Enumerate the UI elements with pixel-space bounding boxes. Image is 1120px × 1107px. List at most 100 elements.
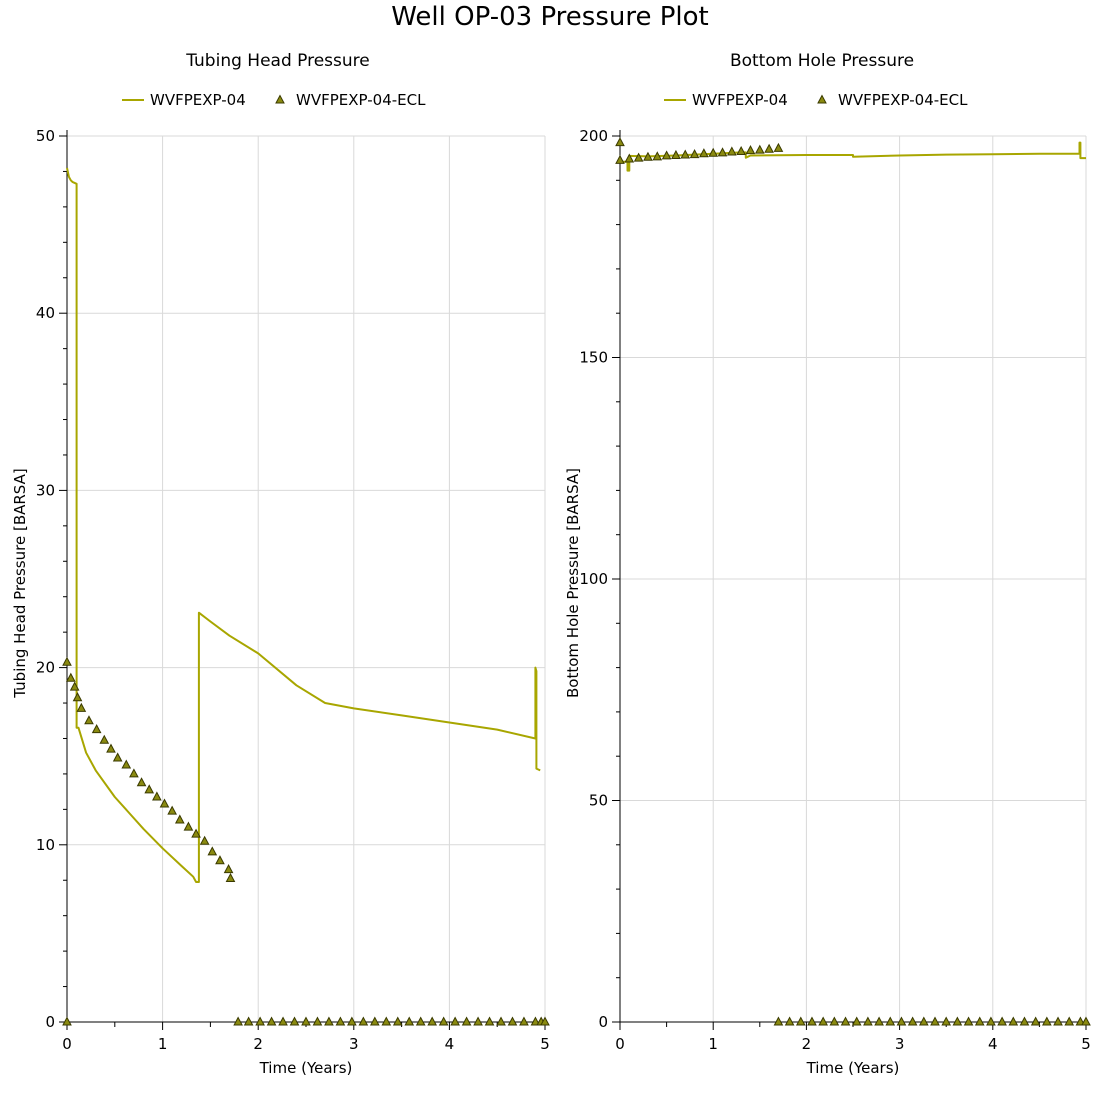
series-marker-wvfpexp-04-ecl — [633, 152, 644, 162]
series-marker-wvfpexp-04-ecl — [404, 1016, 415, 1026]
series-marker-wvfpexp-04-ecl — [496, 1016, 506, 1026]
series-marker-wvfpexp-04-ecl — [215, 855, 225, 865]
series-marker-wvfpexp-04-ecl — [974, 1016, 985, 1026]
series-marker-wvfpexp-04-ecl — [392, 1016, 403, 1026]
series-marker-wvfpexp-04-ecl — [680, 149, 691, 159]
y-tick-label: 40 — [36, 304, 55, 322]
series-marker-wvfpexp-04-ecl — [301, 1016, 311, 1026]
y-tick-label: 0 — [45, 1013, 55, 1031]
series-marker-wvfpexp-04-ecl — [1064, 1016, 1075, 1026]
series-marker-wvfpexp-04-ecl — [941, 1016, 952, 1026]
series-marker-wvfpexp-04-ecl — [1075, 1016, 1086, 1026]
x-tick-label: 4 — [445, 1035, 455, 1053]
panel-title: Bottom Hole Pressure — [730, 51, 914, 71]
y-tick-label: 30 — [36, 481, 55, 499]
series-marker-wvfpexp-04-ecl — [773, 1016, 784, 1026]
series-marker-wvfpexp-04-ecl — [1042, 1016, 1052, 1026]
y-tick-label: 10 — [36, 836, 55, 854]
panel-tubing-head-pressure: Tubing Head Pressure WVFPEXP-04 WVFPEXP-04… — [11, 51, 550, 1077]
series-marker-wvfpexp-04-ecl — [671, 149, 681, 159]
series-marker-wvfpexp-04-ecl — [167, 805, 177, 815]
series-marker-wvfpexp-04-ecl — [233, 1016, 243, 1026]
x-tick-label: 3 — [895, 1035, 905, 1053]
series-marker-wvfpexp-04-ecl — [62, 1016, 72, 1026]
series-marker-wvfpexp-04-ecl — [369, 1016, 380, 1026]
series-marker-wvfpexp-04-ecl — [764, 143, 774, 153]
y-tick-label: 50 — [589, 792, 608, 810]
series-marker-wvfpexp-04-ecl — [112, 752, 123, 762]
legend-label: WVFPEXP-04 — [692, 91, 788, 109]
series-marker-wvfpexp-04-ecl — [152, 791, 162, 801]
series-marker-wvfpexp-04-ecl — [519, 1016, 529, 1026]
series-marker-wvfpexp-04-ecl — [1081, 1016, 1091, 1026]
legend-label: WVFPEXP-04 — [150, 91, 246, 109]
series-marker-wvfpexp-04-ecl — [736, 145, 746, 156]
series-marker-wvfpexp-04-ecl — [289, 1016, 300, 1026]
series-marker-wvfpexp-04-ecl — [643, 151, 653, 161]
series-marker-wvfpexp-04-ecl — [851, 1016, 862, 1026]
series-marker-wvfpexp-04-ecl — [335, 1016, 346, 1026]
series-marker-wvfpexp-04-ecl — [1053, 1016, 1063, 1026]
series-marker-wvfpexp-04-ecl — [708, 147, 719, 157]
series-marker-wvfpexp-04-ecl — [727, 146, 737, 156]
series-marker-wvfpexp-04-ecl — [652, 151, 663, 161]
series-marker-wvfpexp-04-ecl — [963, 1016, 974, 1026]
series-line-wvfpexp-04 — [66, 167, 541, 883]
series-marker-wvfpexp-04-ecl — [717, 147, 728, 157]
series-marker-wvfpexp-04-ecl — [863, 1016, 873, 1026]
series-marker-wvfpexp-04-ecl — [689, 149, 700, 159]
x-tick-label: 2 — [802, 1035, 812, 1053]
x-tick-label: 3 — [349, 1035, 359, 1053]
series-marker-wvfpexp-04-ecl — [885, 1016, 896, 1026]
series-marker-wvfpexp-04-ecl — [907, 1016, 918, 1026]
x-tick-label: 5 — [1081, 1035, 1091, 1053]
series-marker-wvfpexp-04-ecl — [699, 148, 709, 158]
legend-label: WVFPEXP-04-ECL — [296, 91, 426, 109]
series-marker-wvfpexp-04-ecl — [540, 1016, 550, 1026]
series-marker-wvfpexp-04-ecl — [324, 1016, 334, 1026]
series-marker-wvfpexp-04-ecl — [624, 153, 635, 163]
series-marker-wvfpexp-04-ecl — [1008, 1016, 1019, 1026]
series-marker-wvfpexp-04-ecl — [840, 1016, 851, 1026]
series-marker-wvfpexp-04-ecl — [450, 1016, 460, 1026]
series-marker-wvfpexp-04-ecl — [199, 835, 210, 845]
x-tick-label: 4 — [988, 1035, 998, 1053]
y-tick-label: 20 — [36, 659, 55, 677]
series-marker-wvfpexp-04-ecl — [997, 1016, 1007, 1026]
series-marker-wvfpexp-04-ecl — [930, 1016, 940, 1026]
series-marker-wvfpexp-04-ecl — [874, 1016, 884, 1026]
series-marker-wvfpexp-04-ecl — [807, 1016, 817, 1026]
series-marker-wvfpexp-04-ecl — [266, 1016, 277, 1026]
series-marker-wvfpexp-04-ecl — [278, 1016, 288, 1026]
x-tick-label: 0 — [615, 1035, 625, 1053]
series-marker-wvfpexp-04-ecl — [91, 724, 102, 734]
series-marker-wvfpexp-04-ecl — [243, 1016, 254, 1026]
series-marker-wvfpexp-04-ecl — [69, 681, 80, 691]
series-marker-wvfpexp-04-ecl — [438, 1016, 449, 1026]
series-marker-wvfpexp-04-ecl — [507, 1016, 518, 1026]
y-tick-label: 150 — [579, 349, 608, 367]
series-marker-wvfpexp-04-ecl — [65, 672, 76, 682]
y-axis-title: Tubing Head Pressure [BARSA] — [11, 468, 29, 698]
series-marker-wvfpexp-04-ecl — [358, 1016, 369, 1026]
series-marker-wvfpexp-04-ecl — [183, 821, 194, 831]
x-axis-title: Time (Years) — [259, 1059, 353, 1077]
series-marker-wvfpexp-04-ecl — [461, 1016, 472, 1026]
y-tick-label: 200 — [579, 127, 608, 145]
series-marker-wvfpexp-04-ecl — [415, 1016, 426, 1026]
series-marker-wvfpexp-04-ecl — [174, 814, 185, 824]
series-marker-wvfpexp-04-ecl — [136, 777, 147, 787]
series-marker-wvfpexp-04-ecl — [106, 743, 116, 753]
series-marker-wvfpexp-04-ecl — [129, 768, 139, 778]
series-marker-wvfpexp-04-ecl — [829, 1016, 840, 1026]
series-marker-wvfpexp-04-ecl — [952, 1016, 963, 1026]
panel-title: Tubing Head Pressure — [185, 51, 370, 71]
figure-title: Well OP-03 Pressure Plot — [391, 2, 709, 32]
series-marker-wvfpexp-04-ecl — [484, 1016, 495, 1026]
series-marker-wvfpexp-04-ecl — [754, 144, 765, 154]
y-axis-title: Bottom Hole Pressure [BARSA] — [564, 468, 582, 698]
series-marker-wvfpexp-04-ecl — [661, 150, 672, 160]
series-marker-wvfpexp-04-ecl — [615, 137, 625, 147]
series-marker-wvfpexp-04-ecl — [207, 846, 218, 856]
